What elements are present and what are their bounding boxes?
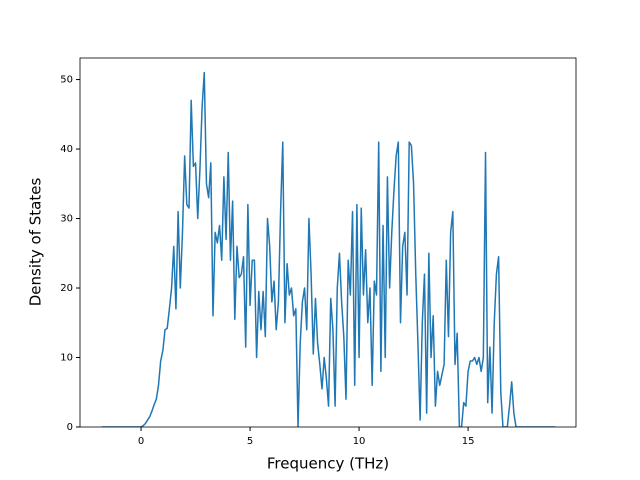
y-tick-label: 0 xyxy=(67,422,73,433)
x-tick-label: 0 xyxy=(138,436,144,447)
y-tick-label: 20 xyxy=(60,283,73,294)
y-axis-label: Density of States xyxy=(27,178,45,307)
y-tick-label: 40 xyxy=(60,144,73,155)
x-tick-label: 10 xyxy=(353,436,366,447)
x-axis-label: Frequency (THz) xyxy=(267,455,389,473)
y-tick-label: 50 xyxy=(60,75,73,86)
y-tick-label: 10 xyxy=(60,353,73,364)
y-tick-label: 30 xyxy=(60,214,73,225)
x-tick-label: 5 xyxy=(247,436,253,447)
data-line xyxy=(101,71,556,427)
x-tick-label: 15 xyxy=(462,436,475,447)
plot-frame xyxy=(79,57,577,428)
